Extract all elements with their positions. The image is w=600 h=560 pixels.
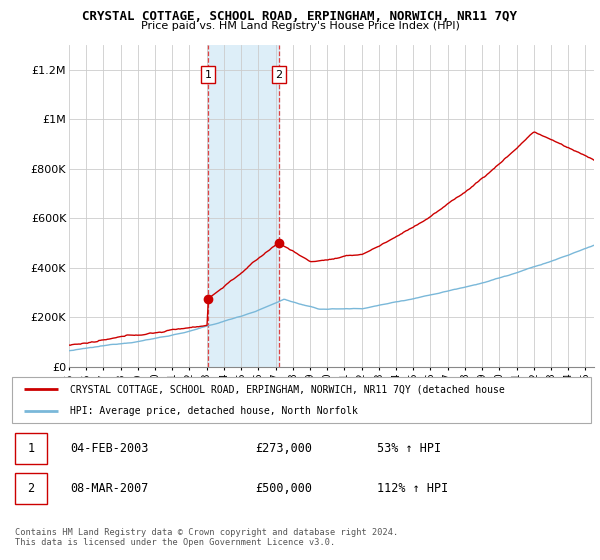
Text: Contains HM Land Registry data © Crown copyright and database right 2024.
This d: Contains HM Land Registry data © Crown c… (15, 528, 398, 547)
Text: CRYSTAL COTTAGE, SCHOOL ROAD, ERPINGHAM, NORWICH, NR11 7QY (detached house: CRYSTAL COTTAGE, SCHOOL ROAD, ERPINGHAM,… (70, 384, 505, 394)
Text: CRYSTAL COTTAGE, SCHOOL ROAD, ERPINGHAM, NORWICH, NR11 7QY: CRYSTAL COTTAGE, SCHOOL ROAD, ERPINGHAM,… (83, 10, 517, 23)
Text: 53% ↑ HPI: 53% ↑ HPI (377, 442, 441, 455)
Text: 112% ↑ HPI: 112% ↑ HPI (377, 482, 448, 495)
Text: 1: 1 (205, 69, 212, 80)
FancyBboxPatch shape (15, 433, 47, 464)
Bar (208, 45, 279, 367)
Text: 2: 2 (28, 482, 35, 495)
Text: 08-MAR-2007: 08-MAR-2007 (70, 482, 148, 495)
FancyBboxPatch shape (12, 377, 591, 423)
Text: 2: 2 (275, 69, 283, 80)
FancyBboxPatch shape (15, 473, 47, 504)
Text: Price paid vs. HM Land Registry's House Price Index (HPI): Price paid vs. HM Land Registry's House … (140, 21, 460, 31)
Text: £273,000: £273,000 (255, 442, 312, 455)
Text: £500,000: £500,000 (255, 482, 312, 495)
Text: 1: 1 (28, 442, 35, 455)
Text: HPI: Average price, detached house, North Norfolk: HPI: Average price, detached house, Nort… (70, 407, 358, 416)
Text: 04-FEB-2003: 04-FEB-2003 (70, 442, 148, 455)
